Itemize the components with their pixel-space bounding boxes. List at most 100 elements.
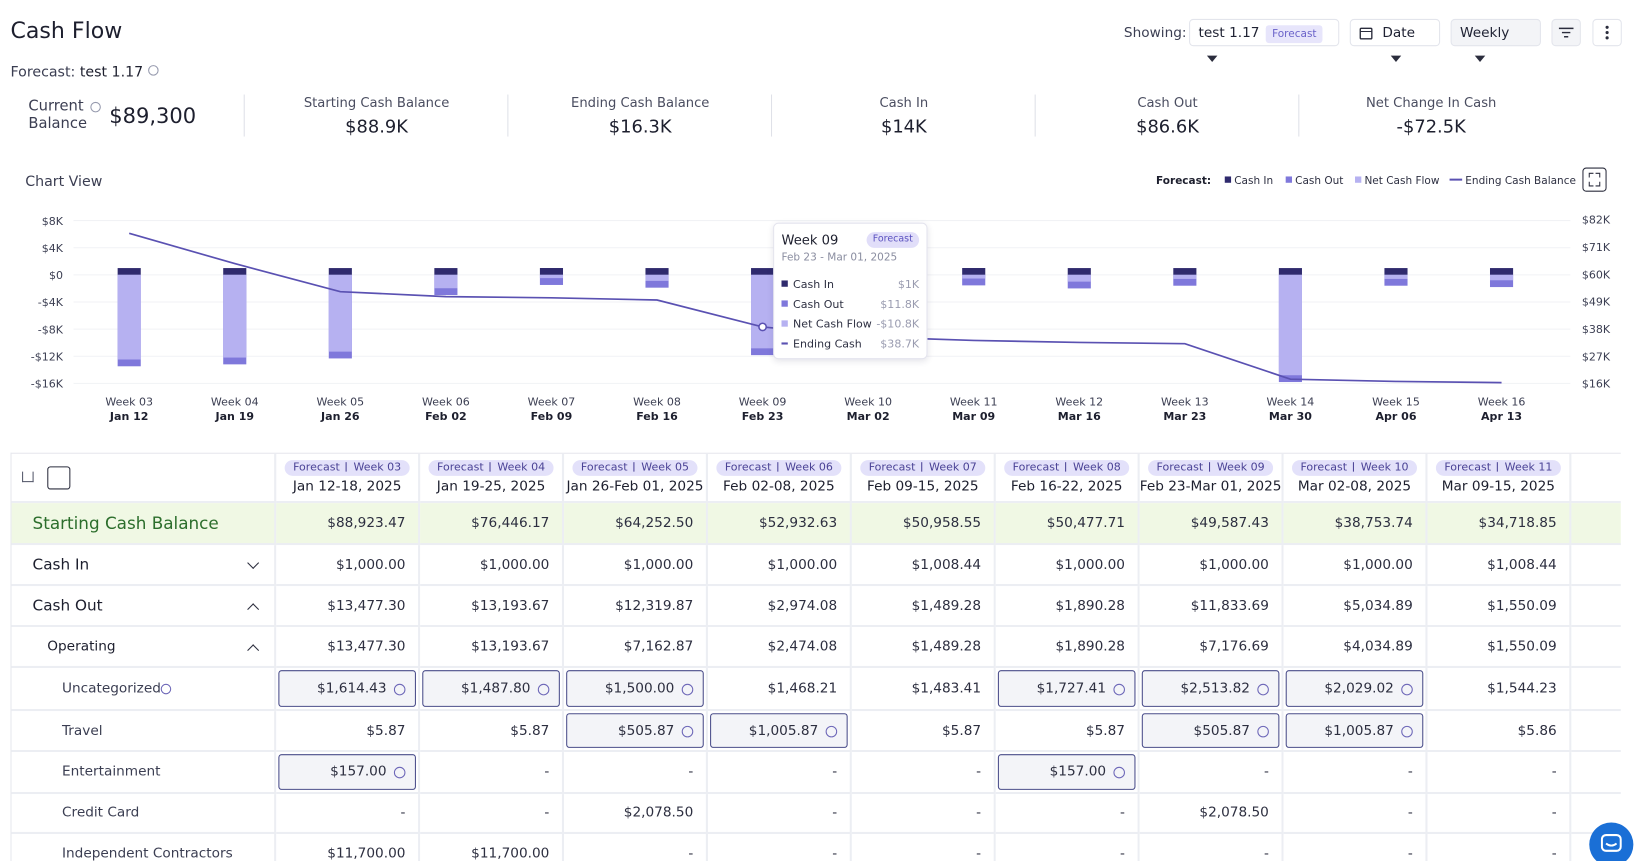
chevron[interactable] xyxy=(247,556,260,569)
table-cell xyxy=(1571,586,1621,628)
info-icon[interactable] xyxy=(681,725,694,737)
cell-value: $5.87 xyxy=(1085,722,1125,739)
chat-icon xyxy=(1600,834,1622,852)
info-icon[interactable] xyxy=(148,65,159,76)
table-cell: - xyxy=(707,752,852,795)
forecast-name: test 1.17 xyxy=(79,64,144,81)
chevron[interactable] xyxy=(247,602,260,615)
calendar-icon xyxy=(1359,27,1373,40)
column-pill: Forecast Week 06 xyxy=(716,460,842,476)
legend-label: Cash In xyxy=(1234,175,1273,187)
table-cell: $1,890.28 xyxy=(995,586,1140,628)
cell-value: - xyxy=(400,805,406,821)
cell-value: $2,078.50 xyxy=(1199,805,1269,821)
table-cell: $1,489.28 xyxy=(851,627,996,669)
kpi-label: Starting Cash Balance xyxy=(303,94,450,111)
expand-button[interactable] xyxy=(1582,167,1607,192)
filter-icon xyxy=(1558,27,1574,38)
row-label-text: Travel xyxy=(61,722,103,739)
x-tick-label: Week 04 xyxy=(211,395,259,408)
table-cell: $12,319.87 xyxy=(564,586,708,628)
x-tick-date: Mar 16 xyxy=(1058,410,1101,423)
pill-divider xyxy=(489,462,492,472)
cell-value: - xyxy=(1551,846,1557,861)
x-tick-label: Week 05 xyxy=(316,395,364,408)
row-label: Credit Card xyxy=(11,794,277,835)
info-icon[interactable] xyxy=(393,766,406,779)
y2-tick-label: $71K xyxy=(1582,241,1611,254)
tooltip-row: Cash In $1K xyxy=(781,278,919,293)
group-select[interactable]: Date xyxy=(1349,18,1441,62)
info-icon[interactable] xyxy=(1401,683,1413,695)
table-cell: $1,614.43 xyxy=(276,668,421,712)
chevron[interactable] xyxy=(247,643,260,656)
column-header: Forecast Week 06 Feb 02-08, 2025 xyxy=(707,453,852,504)
table-cell: - xyxy=(851,834,996,861)
cell-value: $1,005.87 xyxy=(748,722,819,739)
cell-highlight xyxy=(1141,713,1280,748)
filter-button[interactable] xyxy=(1551,18,1581,47)
chart-card: Chart View $8K $4K $0 -$4K -$8K -$12K -$16K $82K… xyxy=(10,157,1620,442)
kpi-label: Cash In xyxy=(879,94,929,111)
cell-value: $5.87 xyxy=(510,722,550,739)
table-cell: $50,477.71 xyxy=(995,503,1140,546)
cell-highlight xyxy=(1141,670,1280,707)
info-icon[interactable] xyxy=(1257,725,1269,737)
info-icon[interactable] xyxy=(825,725,838,737)
tooltip-value: $1K xyxy=(897,278,920,291)
more-button[interactable] xyxy=(1592,18,1622,47)
pill-divider xyxy=(346,462,348,472)
info-icon[interactable] xyxy=(90,101,101,113)
info-icon[interactable] xyxy=(681,683,694,695)
column-pill: Forecast Week 07 xyxy=(860,460,986,476)
table-cell: $1,005.87 xyxy=(1283,711,1428,753)
scenario-select[interactable]: test 1.17 Forecast xyxy=(1189,18,1340,62)
table-cell: - xyxy=(995,794,1140,835)
x-tick-label: Week 10 xyxy=(844,395,892,408)
bar xyxy=(328,274,352,352)
info-icon[interactable] xyxy=(1401,725,1413,737)
table-corner xyxy=(11,453,277,504)
info-icon[interactable] xyxy=(1113,766,1125,779)
row-label: Independent Contractors xyxy=(11,834,277,861)
cell-value: - xyxy=(1120,846,1125,861)
cell-value: $1,000.00 xyxy=(767,556,838,573)
cell-highlight xyxy=(997,754,1136,790)
download-icon[interactable] xyxy=(22,471,34,483)
bar xyxy=(1173,274,1197,286)
info-icon[interactable] xyxy=(160,683,172,695)
info-icon[interactable] xyxy=(1257,683,1269,695)
cell-value: $1,489.28 xyxy=(911,597,982,614)
cell-value: - xyxy=(1407,764,1413,780)
x-tick-date: Mar 30 xyxy=(1269,410,1312,423)
cell-value: $1,005.87 xyxy=(1324,722,1394,739)
column-range: Jan 19-25, 2025 xyxy=(436,478,546,495)
period-select[interactable]: Weekly xyxy=(1450,18,1541,62)
cell-value: $1,890.28 xyxy=(1055,638,1125,655)
table-cell: $5.87 xyxy=(276,711,421,753)
table-cell: - xyxy=(851,752,996,795)
expand-icon[interactable] xyxy=(47,466,71,490)
y-tick-label: -$12K xyxy=(31,350,64,363)
expand-icon xyxy=(1588,172,1601,187)
cell-value: $1,468.21 xyxy=(767,680,838,697)
column-tag: Forecast xyxy=(724,461,772,474)
info-icon[interactable] xyxy=(1113,683,1125,695)
chat-button[interactable] xyxy=(1589,822,1634,861)
column-pill: Forecast Week 10 xyxy=(1292,460,1417,476)
table-cell: $157.00 xyxy=(995,752,1140,795)
kpi-label: Ending Cash Balance xyxy=(571,94,710,111)
table-cell: $34,718.85 xyxy=(1427,503,1572,546)
column-tag: Forecast xyxy=(293,461,340,474)
row-label: Travel xyxy=(11,711,277,753)
cell-value: $1,487.80 xyxy=(460,680,531,697)
column-week: Week 04 xyxy=(497,461,546,474)
row-label: Operating xyxy=(11,627,277,669)
kpi-label: Cash Out xyxy=(1137,94,1198,111)
cell-value: - xyxy=(832,764,838,780)
info-icon[interactable] xyxy=(537,683,550,695)
x-tick-date: Feb 09 xyxy=(531,410,573,423)
info-icon[interactable] xyxy=(393,683,406,695)
cell-value: $34,718.85 xyxy=(1478,515,1557,531)
